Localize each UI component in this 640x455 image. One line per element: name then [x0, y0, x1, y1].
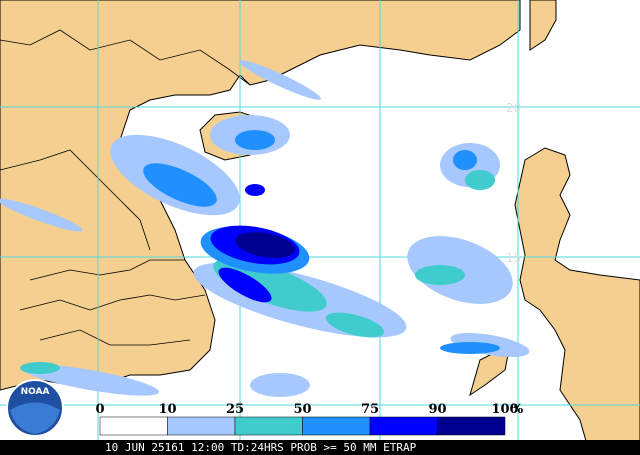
precip-area	[235, 130, 275, 150]
precip-area	[213, 258, 327, 312]
color-swatch	[167, 416, 236, 436]
color-bar: 0 10 25 50 75 90 100%	[95, 402, 524, 436]
precip-area	[250, 373, 310, 397]
precip-probability	[0, 60, 530, 397]
precip-area	[325, 312, 385, 338]
color-swatch	[234, 416, 303, 436]
color-swatch	[437, 416, 506, 436]
precip-area	[218, 267, 272, 303]
precip-area	[440, 342, 500, 354]
borders	[0, 29, 251, 346]
color-swatch	[99, 416, 168, 436]
precip-area	[415, 265, 465, 285]
precip-area	[0, 198, 83, 232]
footer-bar	[0, 440, 640, 455]
precip-area	[453, 150, 477, 170]
precip-area	[143, 163, 217, 207]
precip-area	[245, 184, 265, 196]
noaa-logo: NOAA	[6, 379, 64, 437]
legend-unit: %	[511, 402, 524, 417]
color-swatch	[302, 416, 371, 436]
precip-area	[235, 232, 295, 258]
precip-area	[20, 362, 60, 374]
grid-label: 20	[506, 101, 521, 115]
precip-area	[465, 170, 495, 190]
legend-label: 50	[293, 402, 311, 417]
color-swatch	[369, 416, 438, 436]
legend-label: 100	[491, 402, 518, 417]
legend-label: 0	[95, 402, 104, 417]
precip-area	[21, 364, 159, 396]
legend-label: 75	[361, 402, 379, 417]
grid-label: 15	[506, 251, 521, 265]
grid	[0, 0, 640, 440]
legend-label: 10	[158, 402, 176, 417]
legend-label: 90	[428, 402, 446, 417]
precip-area	[239, 60, 321, 100]
logo-text: NOAA	[21, 387, 50, 397]
footer-text: 10 JUN 25161 12:00 TD:24HRS PROB >= 50 M…	[105, 441, 417, 454]
legend-label: 25	[226, 402, 244, 417]
